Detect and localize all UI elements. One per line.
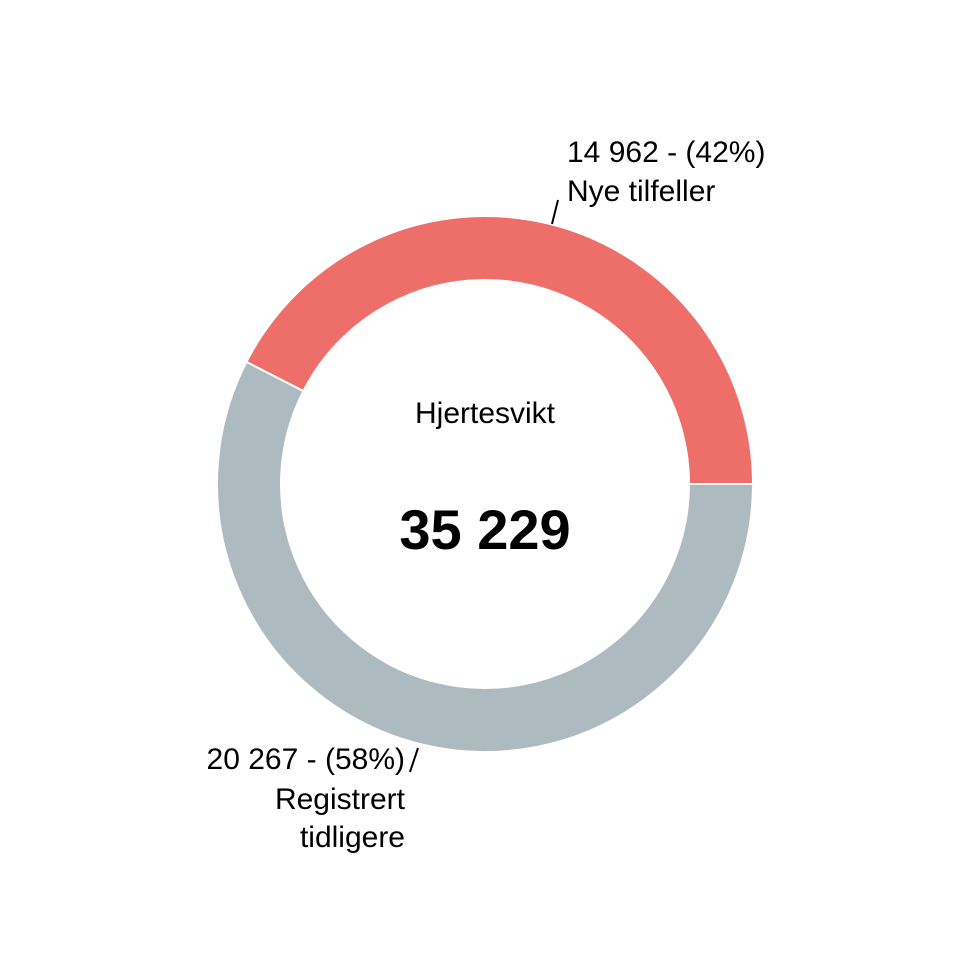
category-label: Nye tilfeller (567, 175, 716, 208)
category-label: Registrert tidligere (274, 783, 405, 854)
donut-segment (245, 215, 755, 485)
center-value: 35 229 (399, 498, 571, 561)
data-label: 14 962 - (42%) (567, 136, 766, 169)
data-label: 20 267 - (58%) (206, 743, 405, 776)
leader-line (409, 747, 419, 773)
leader-line (551, 199, 559, 225)
center-title: Hjertesvikt (414, 397, 556, 430)
donut-segment (216, 360, 755, 753)
